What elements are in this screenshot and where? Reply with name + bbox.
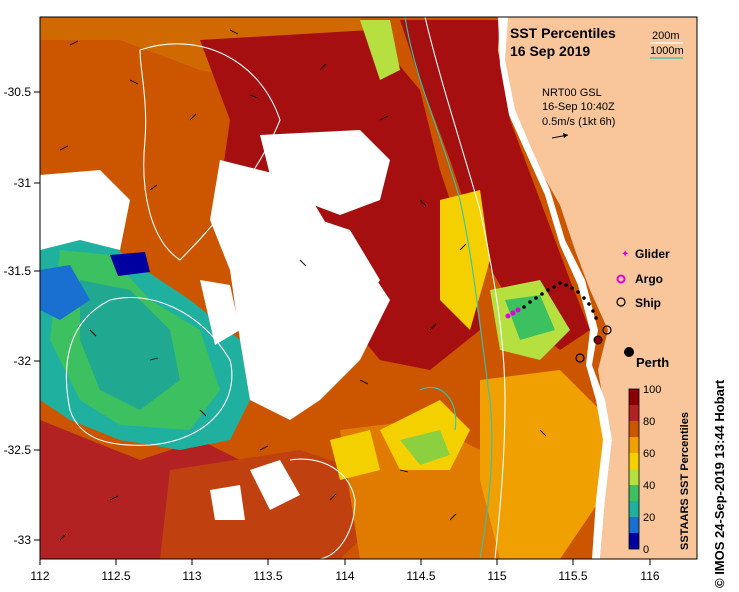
ship-marker — [602, 325, 612, 335]
perth-label: Perth — [636, 355, 669, 370]
x-tick-label: 112 — [30, 569, 49, 583]
ship-marker — [575, 353, 585, 363]
x-tick-label: 114.5 — [406, 569, 435, 583]
y-tick-label: -32 — [14, 354, 32, 368]
current-product-label: NRT00 GSL — [542, 87, 602, 99]
credit-label: © IMOS 24-Sep-2019 13:44 Hobart — [712, 379, 727, 588]
glider-legend-label: Glider — [635, 247, 670, 261]
ship-track — [522, 281, 598, 320]
colorbar: 100 80 60 40 20 0 SSTAARS SST Percentile… — [628, 384, 691, 556]
y-tick-label: -31 — [14, 176, 32, 190]
map-title: SST Percentiles — [510, 25, 616, 41]
y-tick-label: -31.5 — [4, 264, 32, 278]
perth-marker — [624, 347, 634, 357]
glider-legend-icon: ✦ — [621, 249, 629, 260]
x-tick-label: 116 — [640, 569, 659, 583]
argo-legend-label: Argo — [635, 272, 663, 286]
x-tick-label: 115 — [487, 569, 506, 583]
land — [498, 17, 697, 559]
ship-legend-label: Ship — [635, 296, 661, 310]
x-tick-label: 112.5 — [101, 569, 130, 583]
contour-1000m-label: 1000m — [650, 45, 684, 57]
glider-track — [505, 307, 521, 319]
current-scale-label: 0.5m/s (1kt 6h) — [542, 116, 615, 128]
argo-legend-icon — [616, 274, 626, 284]
x-tick-label: 115.5 — [558, 569, 587, 583]
map-date: 16 Sep 2019 — [510, 43, 590, 59]
map-field: SST Percentiles 16 Sep 2019 200m 1000m N… — [40, 17, 697, 559]
y-tick-label: -30.5 — [4, 85, 32, 99]
colorbar-tick: 40 — [643, 480, 655, 492]
colorbar-tick: 80 — [643, 416, 655, 428]
colorbar-tick: 60 — [643, 448, 655, 460]
y-tick-label: -33 — [14, 533, 32, 547]
contour-200m-label: 200m — [652, 30, 680, 42]
y-tick-label: -32.5 — [4, 443, 32, 457]
ship-legend-icon — [616, 297, 626, 307]
x-tick-label: 114 — [335, 569, 354, 583]
colorbar-tick: 0 — [643, 544, 649, 556]
x-axis — [39, 559, 651, 565]
x-tick-label: 113 — [182, 569, 201, 583]
current-time-label: 16-Sep 10:40Z — [542, 101, 615, 113]
colorbar-tick: 20 — [643, 512, 655, 524]
x-tick-label: 113.5 — [253, 569, 282, 583]
y-axis — [34, 91, 40, 541]
colorbar-title: SSTAARS SST Percentiles — [679, 412, 691, 550]
colorbar-tick: 100 — [643, 384, 661, 396]
current-vectors — [59, 29, 547, 541]
buoy-marker — [593, 335, 603, 345]
